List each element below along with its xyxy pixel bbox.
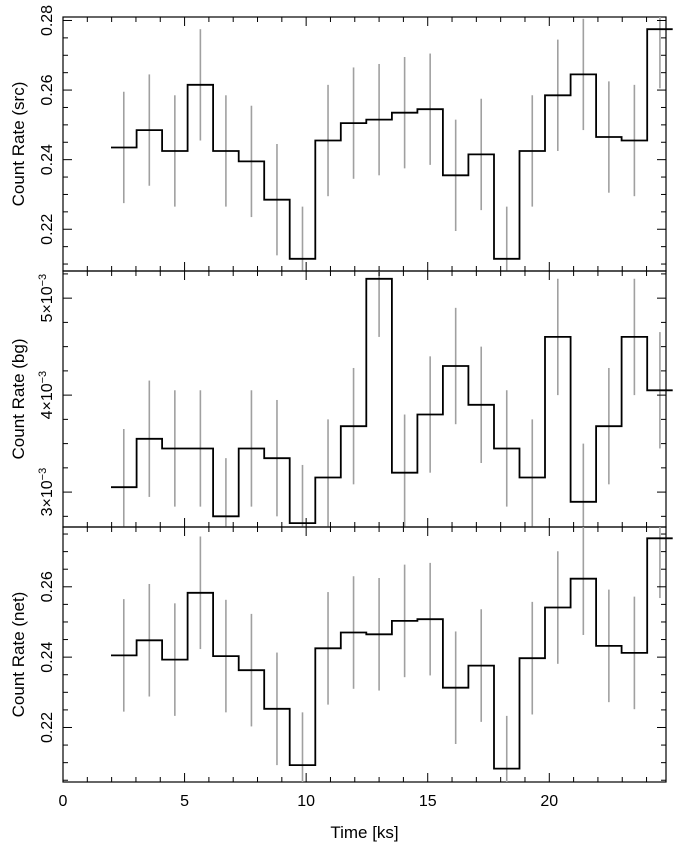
- y-tick-label: 4×10−3: [37, 371, 56, 420]
- step-line-bg: [111, 277, 673, 524]
- y-tick-label: 0.24: [39, 641, 56, 672]
- y-tick-label: 0.22: [39, 712, 56, 743]
- y-tick-label: 0.28: [39, 5, 56, 36]
- panel-bg: 3×10−3 4×10−3 5×10−3 Count Rate (bg): [9, 270, 673, 528]
- y-tick-exponent: −3: [37, 468, 49, 481]
- error-bars-net: [122, 527, 661, 782]
- x-axis: 0 5 10 15 20 Time [ks]: [59, 793, 559, 842]
- y-tick-label: 0.24: [39, 144, 56, 175]
- y-tick-label: 0.26: [39, 571, 56, 602]
- panel-frame-bg: [62, 270, 667, 528]
- panel-net: 0.22 0.24 0.26 Count Rate (net): [9, 526, 673, 783]
- step-line-src: [111, 28, 673, 260]
- x-tick-label: 0: [59, 793, 68, 810]
- y-tick-label: 0.26: [39, 74, 56, 105]
- y-tick-label: 5×10−3: [37, 274, 56, 323]
- x-tick-label: 15: [419, 793, 437, 810]
- y-tick-exponent: −3: [37, 274, 49, 287]
- x-tick-label: 20: [540, 793, 558, 810]
- x-axis-title: Time [ks]: [330, 823, 398, 842]
- x-tick-label: 10: [297, 793, 315, 810]
- panel-frame-src: [62, 16, 667, 272]
- y-axis-title-bg: Count Rate (bg): [9, 339, 28, 460]
- panel-frame-net: [62, 526, 667, 783]
- y-axis-title-net: Count Rate (net): [9, 592, 28, 718]
- error-bars-src: [122, 17, 661, 271]
- y-axis-title-src: Count Rate (src): [9, 82, 28, 207]
- y-tick-exponent: −3: [37, 371, 49, 384]
- y-tick-label: 3×10−3: [37, 468, 56, 517]
- y-tick-label: 0.22: [39, 214, 56, 245]
- panel-src: 0.22 0.24 0.26 0.28 Count Rate (src): [9, 5, 673, 272]
- step-line-net: [111, 537, 673, 770]
- x-tick-label: 5: [180, 793, 189, 810]
